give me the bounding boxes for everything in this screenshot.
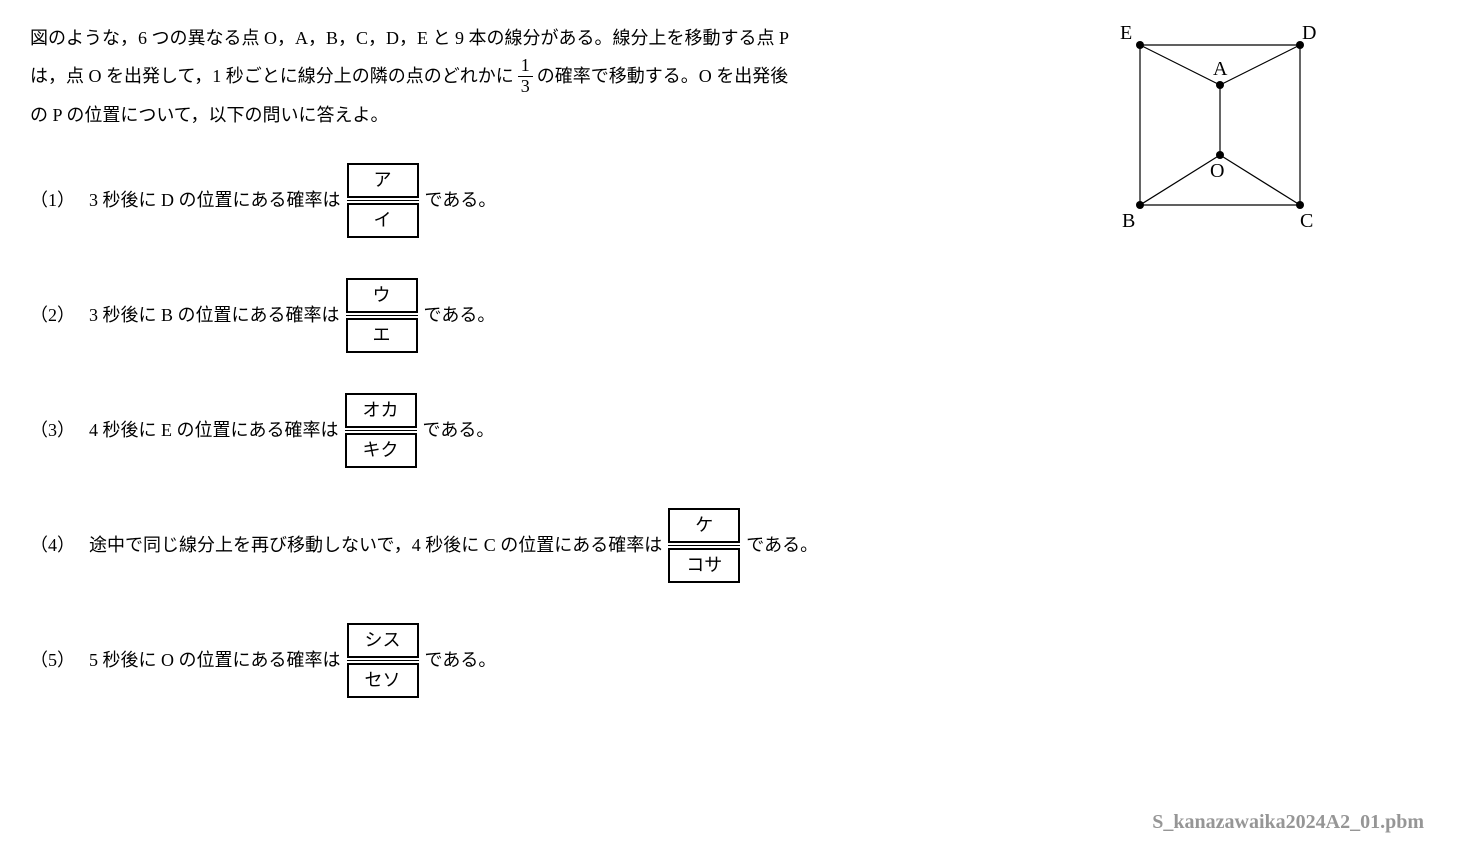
question-4-text-after: である。 xyxy=(746,529,818,561)
answer-box-shisu: シス xyxy=(347,623,419,658)
graph-diagram: E D A O B C xyxy=(1100,20,1340,250)
question-3-text-after: である。 xyxy=(423,414,495,446)
question-5-text-after: である。 xyxy=(425,644,497,676)
label-B: B xyxy=(1122,210,1135,233)
fraction-line xyxy=(668,545,740,546)
question-5-number: （5） xyxy=(30,644,75,676)
question-2-answer-fraction: ウ エ xyxy=(346,278,418,353)
question-1-text-before: 3 秒後に D の位置にある確率は xyxy=(89,184,341,216)
question-4: （4） 途中で同じ線分上を再び移動しないで，4 秒後に C の位置にある確率は … xyxy=(30,508,1080,583)
question-3: （3） 4 秒後に E の位置にある確率は オカ キク である。 xyxy=(30,393,1080,468)
intro-line-2: は，点 O を出発して，1 秒ごとに線分上の隣の点のどれかに 1 3 の確率で移… xyxy=(30,56,1080,97)
question-4-answer-fraction: ケ コサ xyxy=(668,508,740,583)
question-2-text-before: 3 秒後に B の位置にある確率は xyxy=(89,299,340,331)
question-1-text-after: である。 xyxy=(425,184,497,216)
answer-box-kiku: キク xyxy=(345,433,417,468)
fraction-line xyxy=(345,430,417,431)
answer-box-i: イ xyxy=(347,203,419,238)
answer-box-a: ア xyxy=(347,163,419,198)
question-2: （2） 3 秒後に B の位置にある確率は ウ エ である。 xyxy=(30,278,1080,353)
question-2-number: （2） xyxy=(30,299,75,331)
question-1-number: （1） xyxy=(30,184,75,216)
question-4-text-before: 途中で同じ線分上を再び移動しないで，4 秒後に C の位置にある確率は xyxy=(89,529,662,561)
question-5-answer-fraction: シス セソ xyxy=(347,623,419,698)
answer-box-oka: オカ xyxy=(345,393,417,428)
question-3-number: （3） xyxy=(30,414,75,446)
footer-file-id: S_kanazawaika2024A2_01.pbm xyxy=(1152,811,1424,834)
answer-box-e: エ xyxy=(346,318,418,353)
intro-line-3: の P の位置について，以下の問いに答えよ。 xyxy=(30,97,1080,133)
intro-line2-prefix: は，点 O を出発して，1 秒ごとに線分上の隣の点のどれかに xyxy=(30,58,514,94)
question-3-answer-fraction: オカ キク xyxy=(345,393,417,468)
question-2-text-after: である。 xyxy=(424,299,496,331)
intro-paragraph: 図のような，6 つの異なる点 O，A，B，C，D，E と 9 本の線分がある。線… xyxy=(30,20,1080,133)
fraction-line xyxy=(347,660,419,661)
answer-box-ke: ケ xyxy=(668,508,740,543)
intro-frac-den: 3 xyxy=(518,77,533,97)
question-5-text-before: 5 秒後に O の位置にある確率は xyxy=(89,644,341,676)
intro-frac-num: 1 xyxy=(518,56,533,77)
label-C: C xyxy=(1300,210,1313,233)
label-D: D xyxy=(1302,22,1316,45)
main-text-area: 図のような，6 つの異なる点 O，A，B，C，D，E と 9 本の線分がある。線… xyxy=(30,20,1080,738)
intro-fraction: 1 3 xyxy=(518,56,533,97)
answer-box-u: ウ xyxy=(346,278,418,313)
question-1-answer-fraction: ア イ xyxy=(347,163,419,238)
label-A: A xyxy=(1213,58,1227,81)
fraction-line xyxy=(346,315,418,316)
answer-box-seso: セソ xyxy=(347,663,419,698)
question-3-text-before: 4 秒後に E の位置にある確率は xyxy=(89,414,339,446)
intro-line-1: 図のような，6 つの異なる点 O，A，B，C，D，E と 9 本の線分がある。線… xyxy=(30,20,1080,56)
label-O: O xyxy=(1210,160,1224,183)
question-1: （1） 3 秒後に D の位置にある確率は ア イ である。 xyxy=(30,163,1080,238)
intro-line2-suffix: の確率で移動する。O を出発後 xyxy=(537,58,789,94)
question-4-number: （4） xyxy=(30,529,75,561)
fraction-line xyxy=(347,200,419,201)
label-E: E xyxy=(1120,22,1132,45)
question-5: （5） 5 秒後に O の位置にある確率は シス セソ である。 xyxy=(30,623,1080,698)
answer-box-kosa: コサ xyxy=(668,548,740,583)
diagram-area: E D A O B C xyxy=(1100,20,1380,738)
